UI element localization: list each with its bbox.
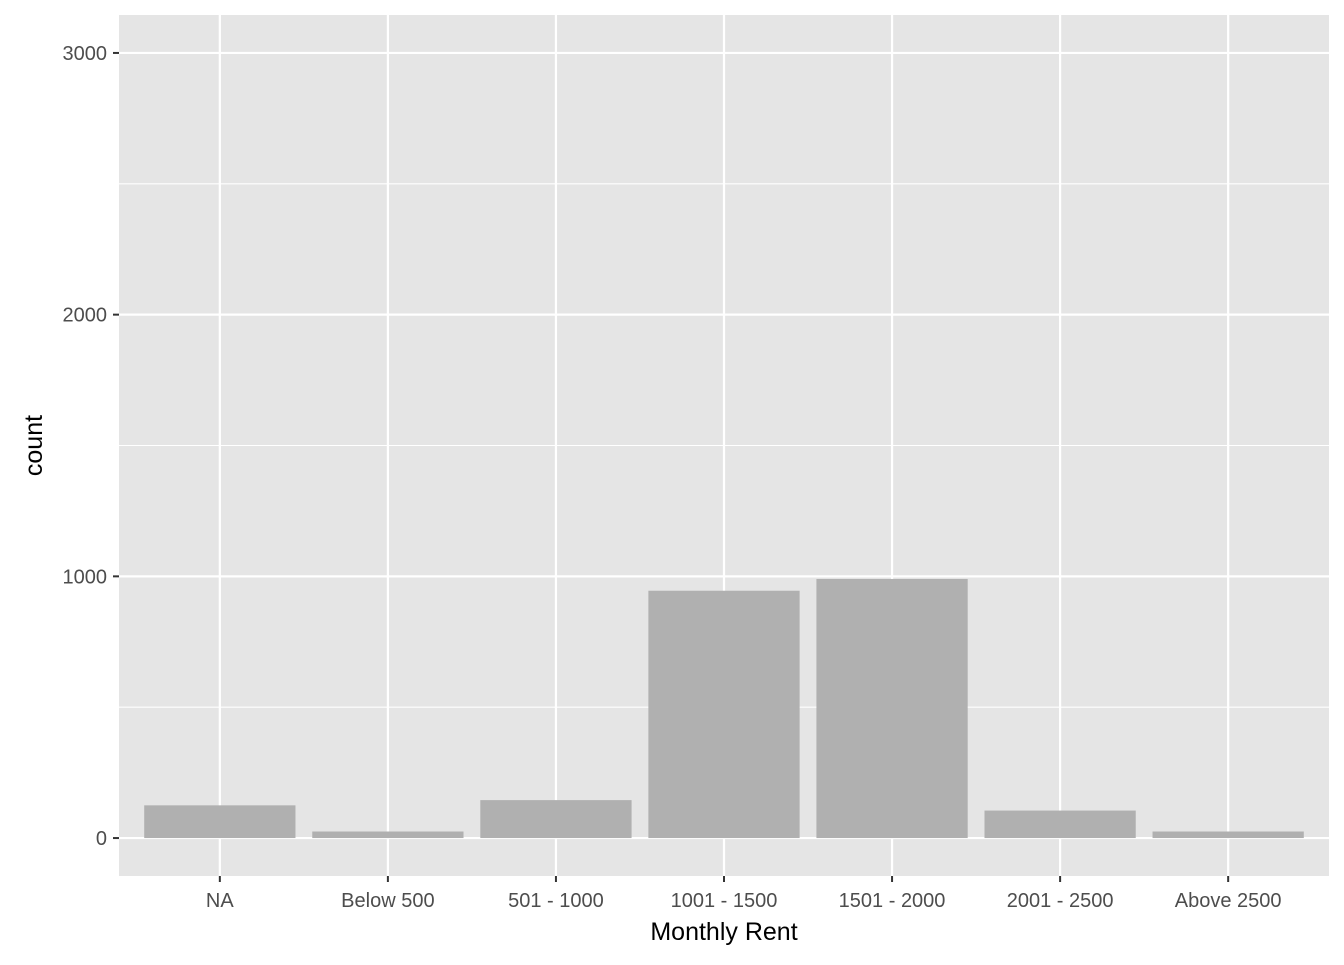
x-tick-label: 501 - 1000 bbox=[508, 890, 604, 912]
x-tick-label: NA bbox=[206, 890, 234, 912]
axes: 0 1000 2000 3000 NA Below 500 501 - 1000 1001 -… bbox=[63, 43, 1282, 912]
bar bbox=[1152, 831, 1304, 839]
x-tick-label: Below 500 bbox=[341, 890, 434, 912]
bar bbox=[816, 578, 968, 839]
x-tick-label: 2001 - 2500 bbox=[1007, 890, 1114, 912]
y-axis-title: count bbox=[20, 415, 48, 476]
bar bbox=[144, 805, 296, 839]
x-axis-title: Monthly Rent bbox=[650, 918, 797, 946]
x-tick-label: 1501 - 2000 bbox=[839, 890, 946, 912]
bars bbox=[144, 578, 1304, 839]
bar bbox=[480, 800, 632, 839]
y-tick-label: 1000 bbox=[63, 566, 108, 588]
bar bbox=[312, 831, 464, 839]
y-tick-label: 3000 bbox=[63, 43, 108, 65]
x-tick-label: 1001 - 1500 bbox=[671, 890, 778, 912]
bar bbox=[984, 810, 1136, 839]
x-tick-label: Above 2500 bbox=[1175, 890, 1282, 912]
y-tick-label: 0 bbox=[96, 828, 107, 850]
bar bbox=[648, 590, 800, 839]
y-tick-label: 2000 bbox=[63, 305, 108, 327]
